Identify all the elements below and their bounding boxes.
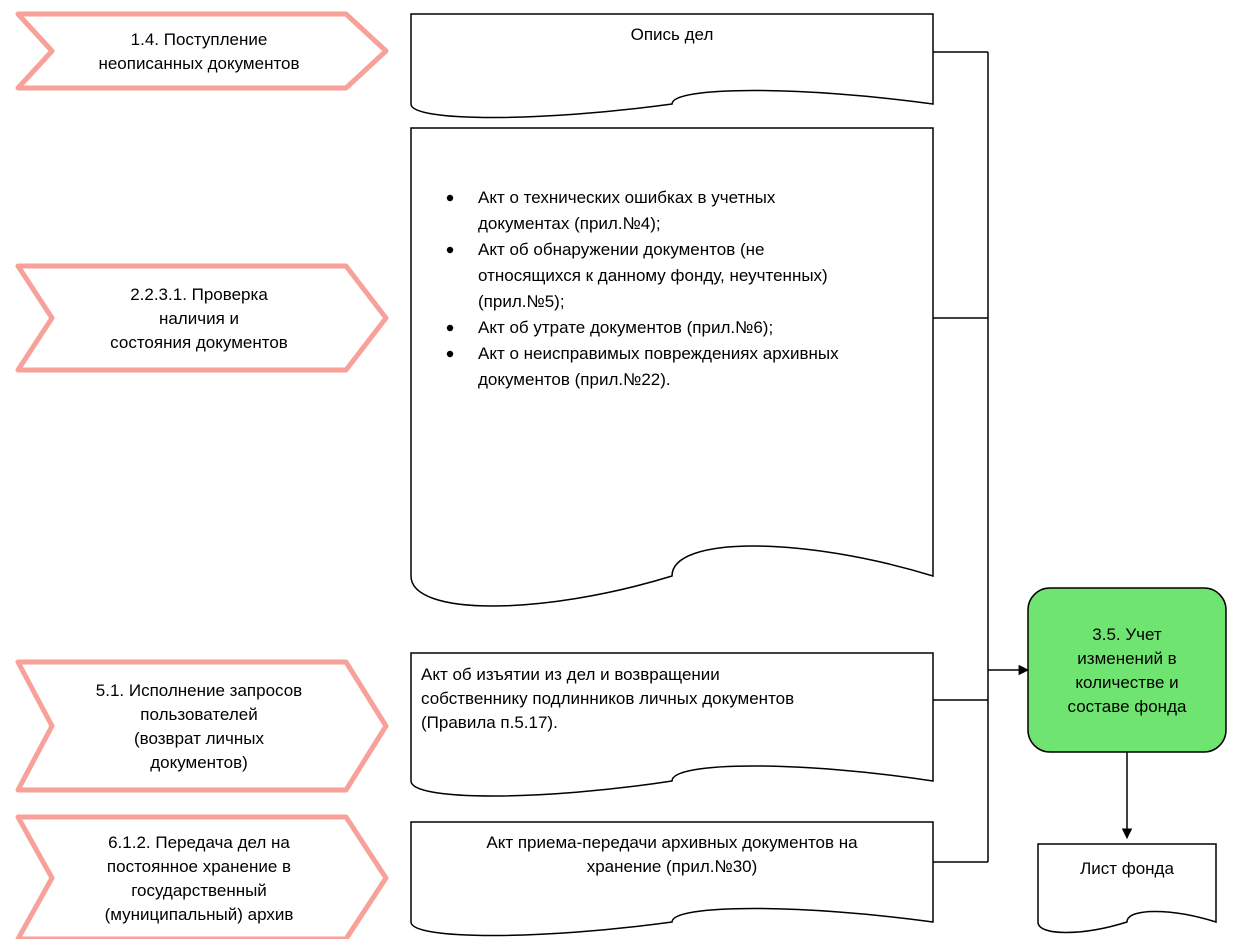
green-3-5: 3.5. Учетизменений вколичестве исоставе … bbox=[1028, 588, 1226, 752]
doc-opis: Опись дел bbox=[411, 14, 933, 118]
green-3-5-shape bbox=[1028, 588, 1226, 752]
bullet-icon bbox=[447, 195, 453, 201]
doc-transfer: Акт приема-передачи архивных документов … bbox=[411, 822, 933, 936]
bullet-icon bbox=[447, 247, 453, 253]
doc-fond-sheet: Лист фонда bbox=[1038, 844, 1216, 933]
bullet-icon bbox=[447, 325, 453, 331]
arrow-1-4: 1.4. Поступлениенеописанных документов bbox=[18, 14, 386, 88]
doc-opis-label: Опись дел bbox=[631, 25, 714, 44]
arrow-2-2-3-1: 2.2.3.1. Проверканаличия исостояния доку… bbox=[18, 266, 386, 370]
doc-fond-sheet-label: Лист фонда bbox=[1080, 859, 1174, 878]
arrow-1-4-shape bbox=[18, 14, 386, 88]
bullet-icon bbox=[447, 351, 453, 357]
doc-fond-sheet-shape bbox=[1038, 844, 1216, 933]
arrow-6-1-2: 6.1.2. Передача дел напостоянное хранени… bbox=[18, 817, 386, 939]
arrow-5-1: 5.1. Исполнение запросовпользователей(во… bbox=[18, 662, 386, 790]
bullet-text: Акт об утрате документов (прил.№6); bbox=[478, 318, 773, 337]
doc-return: Акт об изъятии из дел и возвращениисобст… bbox=[411, 653, 933, 796]
doc-acts: Акт о технических ошибках в учетныхдокум… bbox=[411, 128, 933, 606]
